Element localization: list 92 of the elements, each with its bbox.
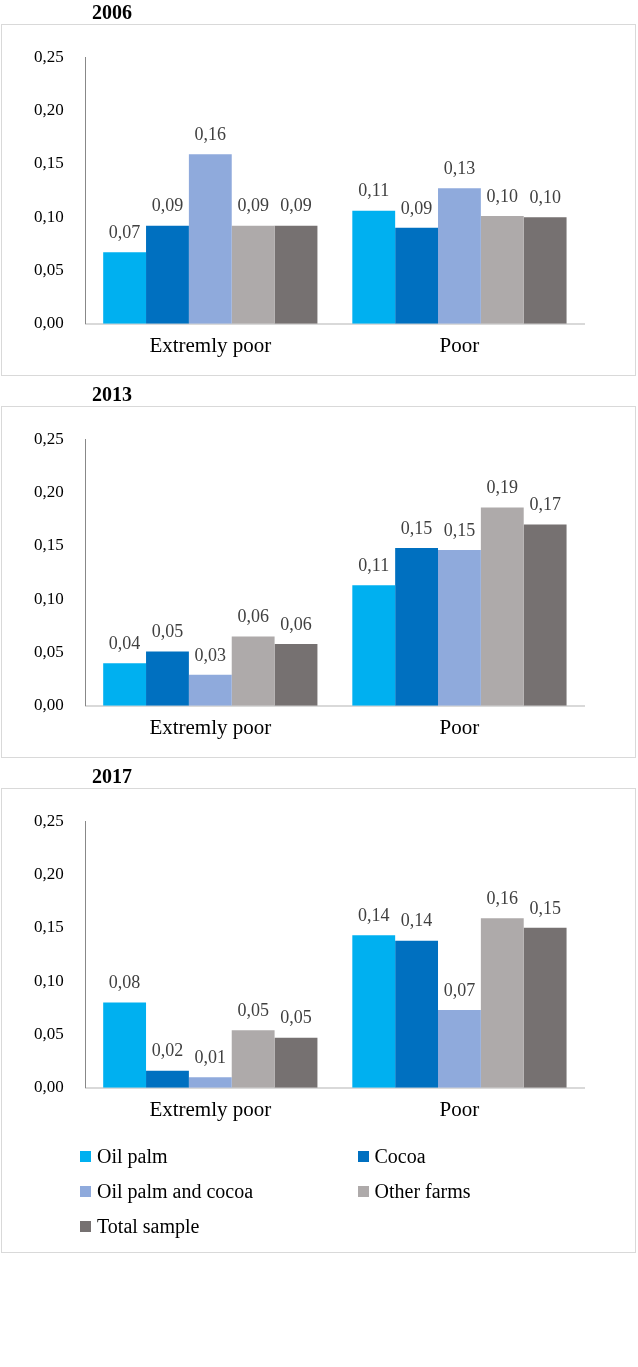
data-label: 0,09 (237, 195, 269, 216)
legend-label: Total sample (97, 1215, 200, 1238)
y-tick-label: 0,20 (34, 481, 64, 501)
bar (231, 1030, 275, 1088)
bar (103, 1002, 147, 1088)
bar (103, 252, 147, 324)
bar (146, 225, 189, 324)
y-tick-label: 0,20 (34, 99, 64, 119)
x-tick-label: Extremly poor (149, 714, 272, 739)
data-label: 0,17 (529, 494, 561, 515)
bar (188, 1077, 232, 1088)
y-tick-label: 0,10 (34, 970, 64, 990)
x-tick-label: Extremly poor (149, 332, 272, 357)
data-label: 0,13 (443, 158, 476, 179)
bar (438, 1009, 481, 1088)
data-label: 0,01 (194, 1046, 227, 1067)
y-tick-label: 0,15 (34, 535, 64, 555)
data-label: 0,04 (108, 632, 141, 653)
data-label: 0,02 (151, 1040, 184, 1061)
data-label: 0,19 (486, 477, 519, 498)
data-label: 0,14 (400, 910, 433, 931)
bar (523, 217, 567, 324)
y-tick-label: 0,10 (34, 588, 64, 608)
data-label: 0,06 (237, 606, 269, 627)
y-tick-label: 0,00 (34, 695, 64, 715)
bar (188, 154, 232, 324)
data-label: 0,07 (108, 222, 141, 243)
bar (231, 636, 275, 706)
y-tick-label: 0,25 (34, 46, 64, 66)
bar (438, 188, 481, 324)
data-label: 0,05 (280, 1007, 312, 1028)
y-tick-label: 0,10 (34, 206, 64, 226)
y-tick-label: 0,05 (34, 1023, 64, 1043)
bar (395, 547, 439, 706)
legend-label: Oil palm and cocoa (97, 1180, 254, 1203)
data-label: 0,06 (280, 613, 312, 634)
legend-label: Oil palm (97, 1145, 168, 1168)
bar (523, 524, 567, 706)
chart-title: 2006 (91, 0, 133, 24)
y-tick-label: 0,05 (34, 259, 64, 279)
data-label: 0,15 (400, 517, 433, 538)
bar (438, 550, 481, 706)
legend-label: Cocoa (374, 1145, 426, 1168)
bar (480, 216, 524, 324)
bar (523, 927, 567, 1088)
data-label: 0,07 (443, 979, 476, 1000)
bar (395, 227, 439, 324)
y-tick-label: 0,25 (34, 810, 64, 830)
y-tick-label: 0,00 (34, 313, 64, 333)
data-label: 0,16 (194, 123, 227, 144)
chart-title: 2017 (91, 764, 133, 788)
bar (352, 585, 396, 706)
legend-label: Other farms (374, 1180, 471, 1203)
data-label: 0,09 (400, 197, 433, 218)
data-label: 0,15 (443, 519, 476, 540)
x-tick-label: Poor (439, 714, 480, 739)
data-label: 0,14 (357, 905, 390, 926)
bar (188, 674, 232, 706)
bar (480, 918, 524, 1088)
data-label: 0,09 (280, 195, 312, 216)
bar (274, 643, 318, 706)
x-tick-label: Poor (439, 332, 480, 357)
bar (103, 663, 147, 706)
data-label: 0,10 (529, 186, 561, 207)
data-label: 0,16 (486, 887, 519, 908)
data-label: 0,11 (358, 180, 390, 201)
y-tick-label: 0,20 (34, 863, 64, 883)
x-tick-label: Extremly poor (149, 1096, 272, 1121)
data-label: 0,09 (151, 195, 184, 216)
bar (352, 935, 396, 1088)
data-label: 0,03 (194, 644, 227, 665)
data-label: 0,05 (237, 999, 269, 1020)
bar (146, 1070, 189, 1088)
y-tick-label: 0,15 (34, 917, 64, 937)
chart-title: 2013 (91, 382, 133, 406)
data-label: 0,05 (151, 621, 184, 642)
y-tick-label: 0,00 (34, 1077, 64, 1097)
x-tick-label: Poor (439, 1096, 480, 1121)
data-label: 0,15 (529, 897, 561, 918)
data-label: 0,10 (486, 185, 519, 206)
bar (146, 651, 189, 706)
y-tick-label: 0,05 (34, 641, 64, 661)
bar (480, 507, 524, 706)
bar (274, 225, 318, 324)
data-label: 0,11 (358, 555, 390, 576)
bar (231, 225, 275, 324)
y-tick-label: 0,15 (34, 153, 64, 173)
bar (352, 210, 396, 324)
y-tick-label: 0,25 (34, 428, 64, 448)
bar (395, 940, 439, 1088)
data-label: 0,08 (108, 972, 141, 993)
bar (274, 1037, 318, 1088)
